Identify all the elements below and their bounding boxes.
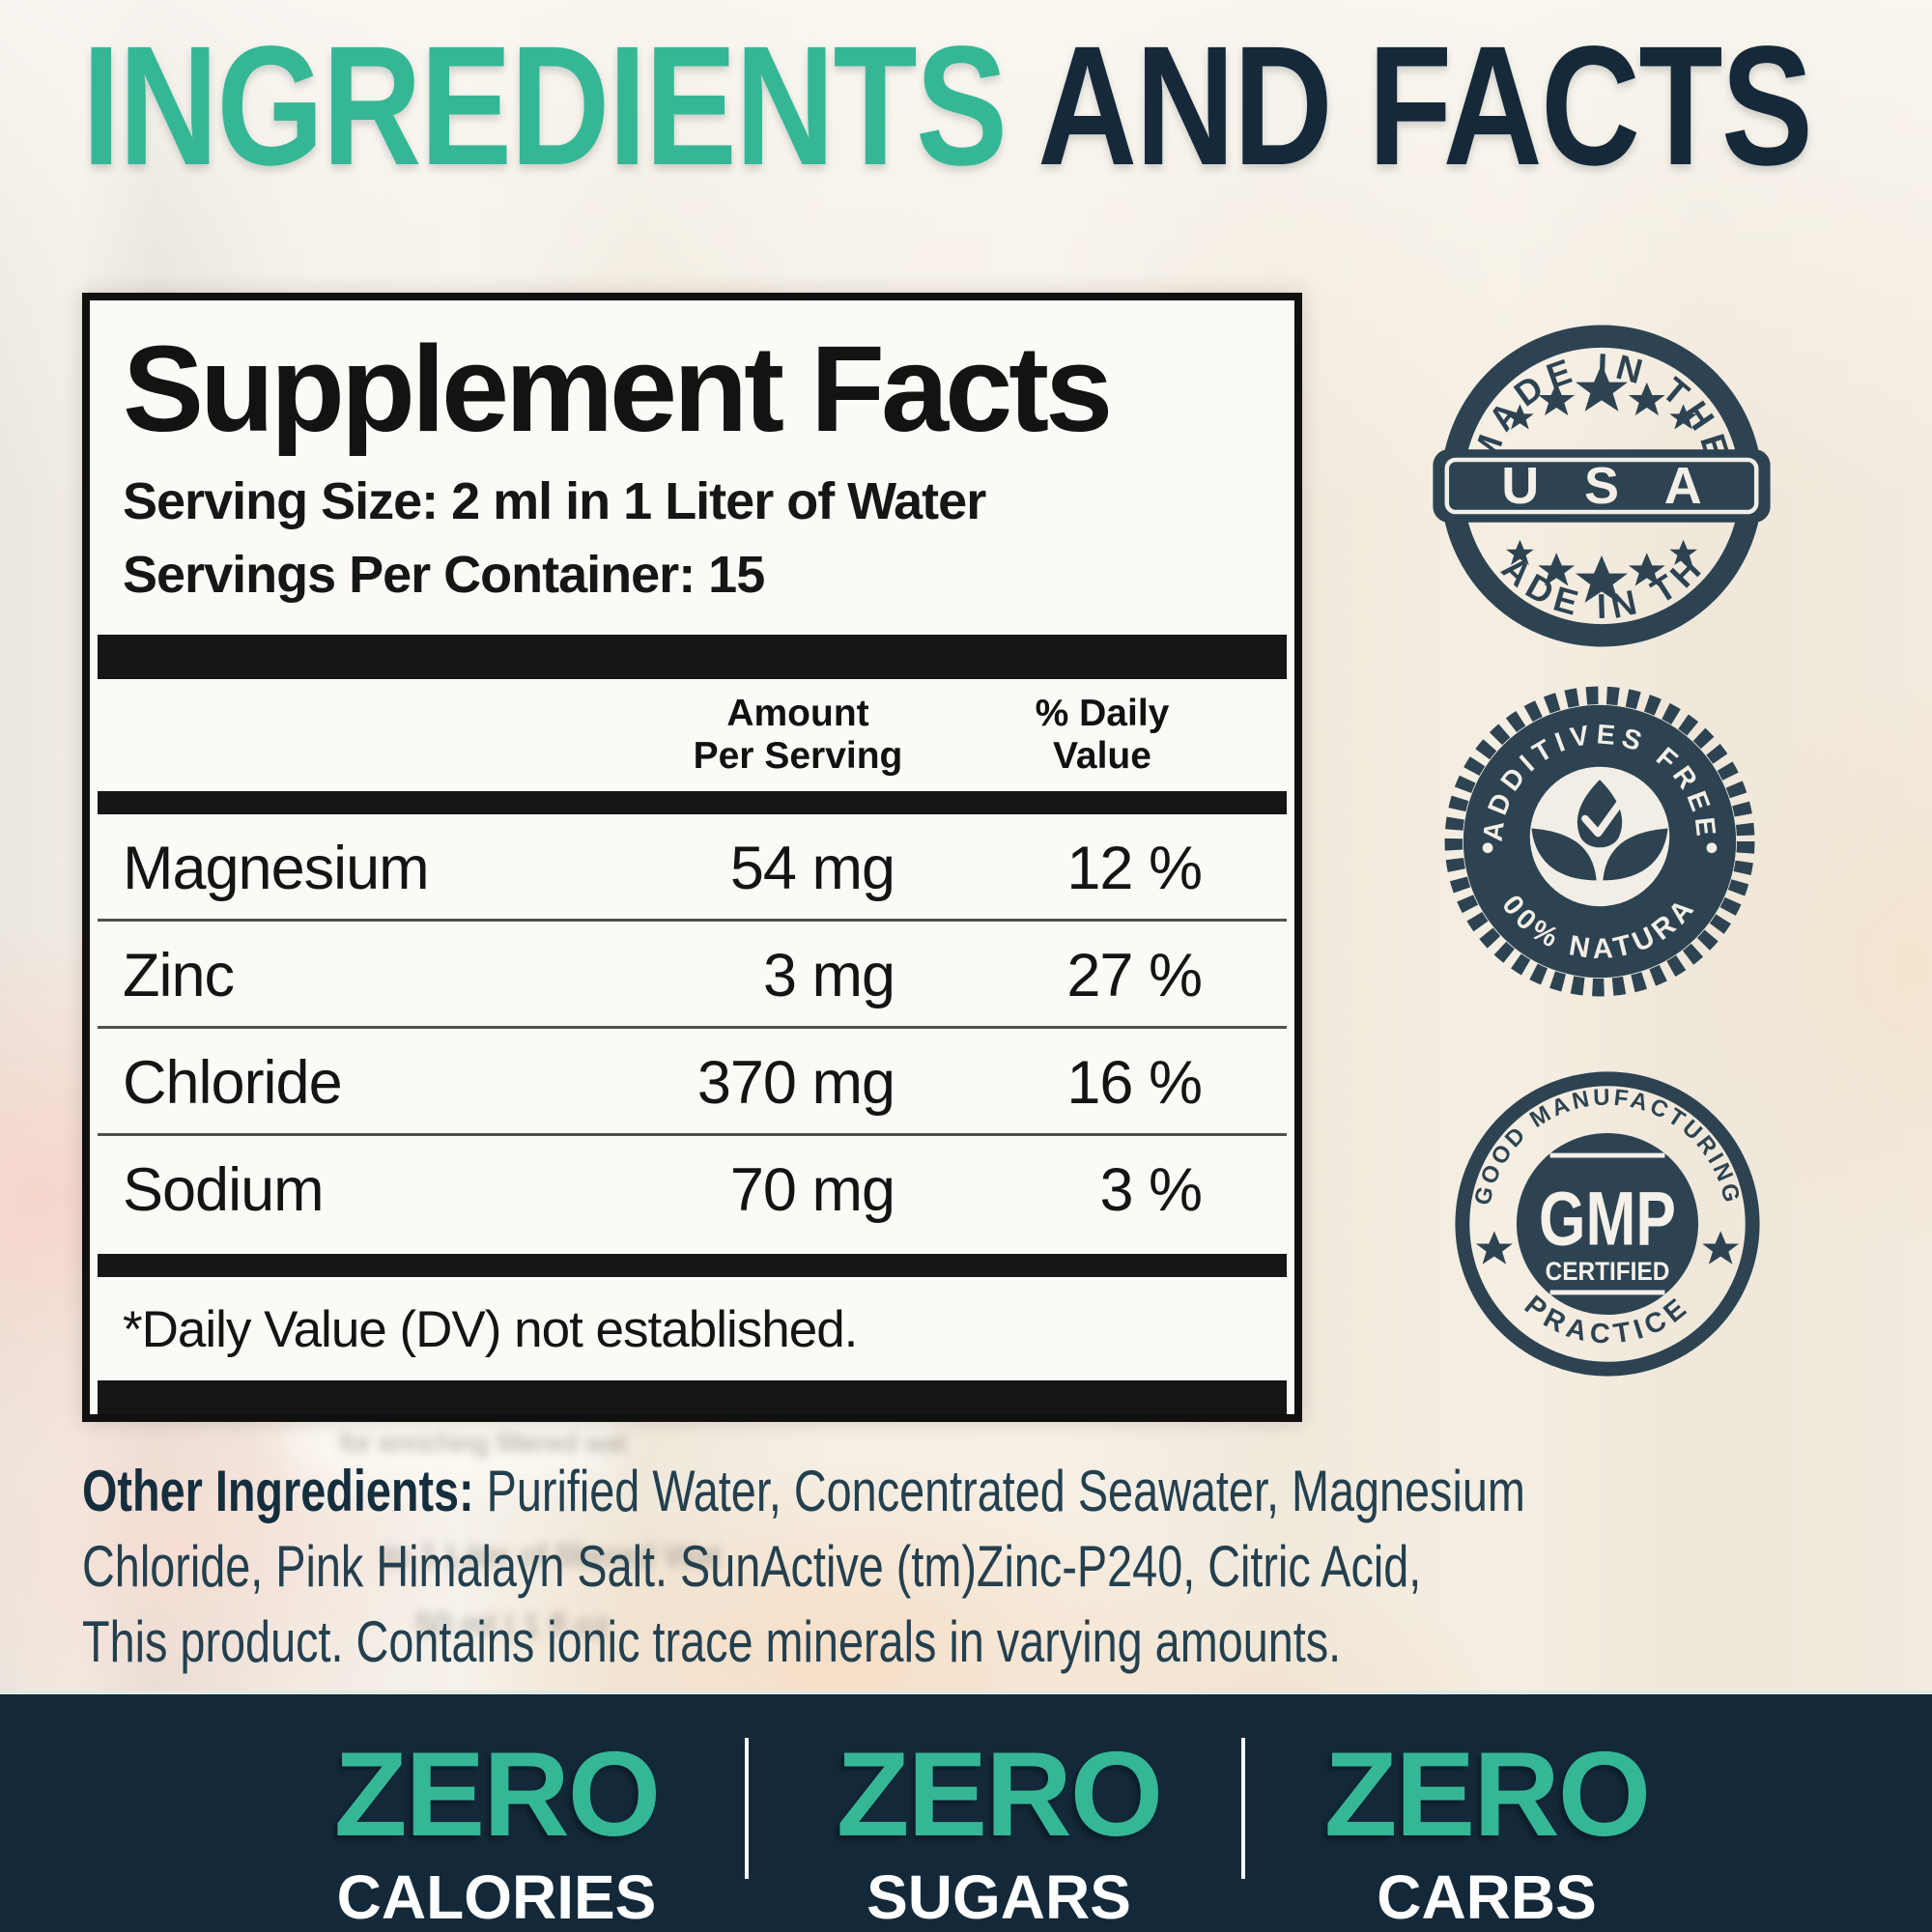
vertical-divider (1241, 1738, 1245, 1879)
column-daily-value: % Daily Value (943, 693, 1262, 778)
table-row: Chloride 370 mg 16 % (123, 1029, 1262, 1133)
other-ingredients-text: Other Ingredients: Purified Water, Conce… (82, 1454, 1890, 1680)
zero-value: ZERO (836, 1728, 1163, 1861)
nutrient-amount: 70 mg (729, 1156, 895, 1225)
other-ingredients-line2: Chloride, Pink Himalayn Salt. SunActive … (82, 1534, 1422, 1599)
leaf-icon (1531, 780, 1668, 881)
divider-bar (98, 1380, 1287, 1414)
zero-calories-item: ZERO CALORIES (274, 1735, 719, 1928)
supplement-facts-panel: Supplement Facts Serving Size: 2 ml in 1… (82, 293, 1302, 1422)
table-row: Magnesium 54 mg 12 % (123, 814, 1262, 919)
blurred-bottle-text: 50 ml | 1 fl oz (415, 1607, 611, 1644)
servings-per-container: Servings Per Container: 15 (123, 546, 765, 605)
nutrient-name: Magnesium (123, 835, 430, 903)
row-separator (98, 919, 1287, 923)
blurred-bottle-text: for enriching filtered wat (340, 1428, 628, 1458)
other-ingredients-line1-rest: Purified Water, Concentrated Seawater, M… (473, 1459, 1525, 1523)
facts-column-headers: Amount Per Serving % Daily Value (123, 693, 1262, 778)
nutrient-daily-value: 27 % (1066, 942, 1203, 1010)
nutrient-amount: 3 mg (762, 942, 895, 1010)
zero-carbs-item: ZERO CARBS (1264, 1735, 1709, 1928)
nutrient-daily-value: 12 % (1066, 835, 1203, 903)
nutrient-amount: 370 mg (696, 1049, 895, 1118)
made-in-usa-badge: MADE IN THE MADE IN THE USA (1409, 280, 1776, 660)
usa-banner (1433, 449, 1771, 523)
nutrient-amount: 54 mg (729, 835, 895, 903)
column-dv-line2: Value (1053, 735, 1151, 778)
gmp-seal-icon: GMP CERTIFIED GOOD MANUFACTURING PRACTIC… (1455, 1071, 1760, 1377)
gmp-text: GMP (1539, 1175, 1676, 1261)
zero-claims-band: ZERO CALORIES ZERO SUGARS ZERO CARBS (0, 1690, 1932, 1932)
divider-bar (98, 791, 1287, 815)
divider-bar (98, 1254, 1287, 1278)
additives-free-natural-badge: ADDITIVES FREE 100% NATURAL (1427, 654, 1762, 1004)
other-ingredients-label: Other Ingredients: (82, 1459, 474, 1523)
zero-value: ZERO (1323, 1728, 1651, 1861)
page-title-rest: AND FACTS (1006, 12, 1813, 201)
made-in-usa-stamp-icon: MADE IN THE MADE IN THE USA (1409, 280, 1771, 647)
blurred-bottle-text: to 1 Liter of filtered Wat (383, 1538, 722, 1575)
page-title: INGREDIENTS AND FACTS (82, 21, 1813, 191)
other-ingredients-line3: This product. Contains ionic trace miner… (82, 1609, 1342, 1674)
nutrient-daily-value: 3 % (1099, 1156, 1203, 1225)
column-amount-per-serving: Amount Per Serving (653, 693, 943, 778)
gmp-certified-text: CERTIFIED (1546, 1257, 1670, 1286)
column-dv-line1: % Daily (1035, 693, 1170, 735)
table-row: Zinc 3 mg 27 % (123, 922, 1262, 1026)
column-spacer (123, 693, 653, 778)
page-title-highlight: INGREDIENTS (82, 12, 1008, 201)
zero-value: ZERO (333, 1728, 661, 1861)
zero-label: CALORIES (336, 1862, 657, 1932)
supplement-facts-title: Supplement Facts (123, 321, 1113, 457)
table-row: Sodium 70 mg 3 % (123, 1136, 1262, 1240)
usa-banner-text: USA (1501, 457, 1747, 515)
row-separator (98, 1026, 1287, 1030)
check-icon (1581, 800, 1623, 838)
vertical-divider (745, 1738, 749, 1879)
daily-value-footnote: *Daily Value (DV) not established. (123, 1301, 858, 1359)
gmp-certified-badge: GMP CERTIFIED GOOD MANUFACTURING PRACTIC… (1448, 1065, 1767, 1383)
nutrient-name: Sodium (123, 1156, 325, 1225)
zero-sugars-item: ZERO SUGARS (777, 1735, 1221, 1928)
nutrient-daily-value: 16 % (1066, 1049, 1203, 1118)
zero-label: CARBS (1377, 1862, 1597, 1932)
row-separator (98, 1133, 1287, 1137)
divider-bar (98, 635, 1287, 680)
zero-label: SUGARS (867, 1862, 1131, 1932)
column-amount-line2: Per Serving (693, 735, 903, 778)
nutrient-name: Chloride (123, 1049, 343, 1118)
serving-size: Serving Size: 2 ml in 1 Liter of Water (123, 472, 986, 531)
column-amount-line1: Amount (726, 693, 869, 735)
natural-seal-icon: ADDITIVES FREE 100% NATURAL (1427, 654, 1755, 997)
nutrient-name: Zinc (123, 942, 235, 1010)
other-ingredients-line1: Other Ingredients: Purified Water, Conce… (82, 1454, 1890, 1529)
